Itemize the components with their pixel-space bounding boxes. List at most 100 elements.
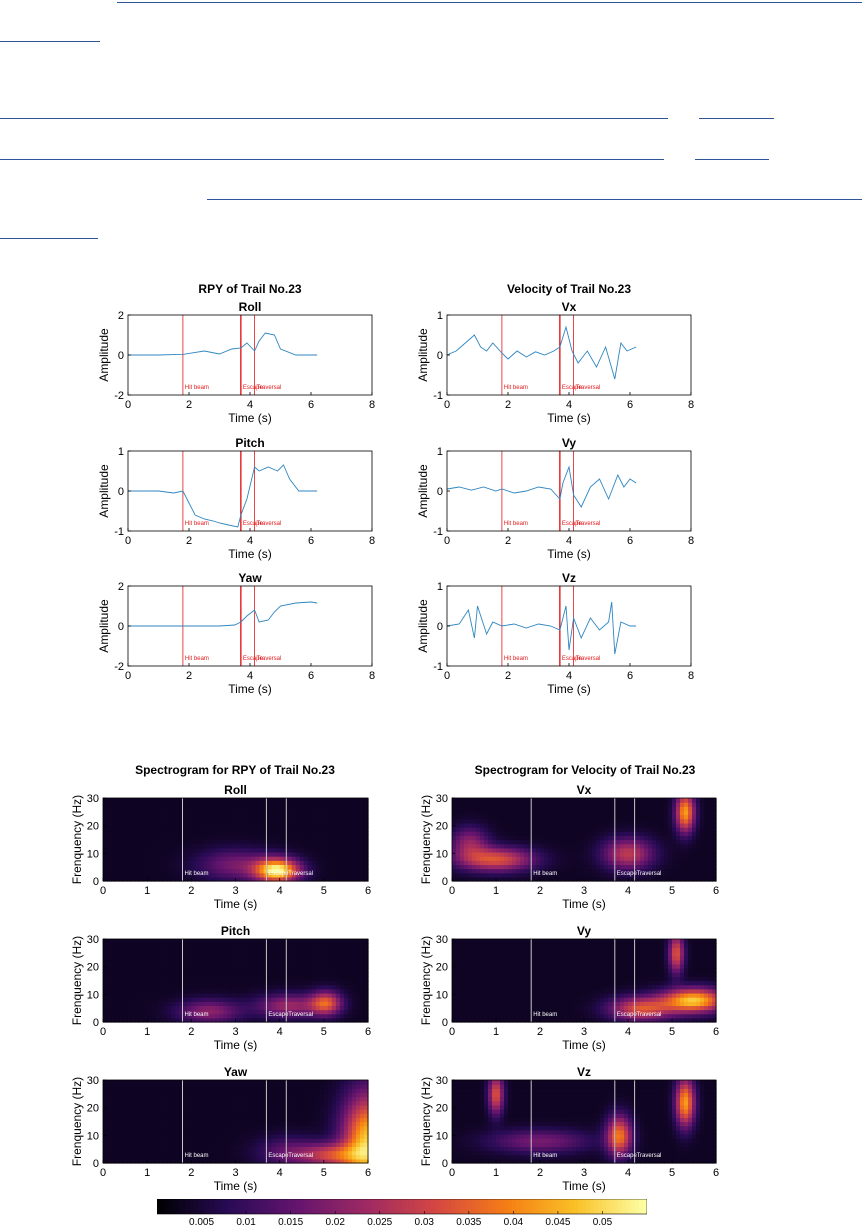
heat-cell <box>360 960 365 965</box>
heat-cell <box>187 943 192 948</box>
heat-cell <box>179 968 184 973</box>
heat-cell <box>676 835 681 840</box>
heat-cell <box>223 989 228 994</box>
heat-cell <box>348 877 353 882</box>
heat-cell <box>195 827 200 832</box>
heat-cell <box>496 815 501 820</box>
heat-cell <box>620 815 625 820</box>
heat-cell <box>115 1010 120 1015</box>
heat-cell <box>688 844 693 849</box>
heat-cell <box>111 985 116 990</box>
heat-cell <box>119 819 124 824</box>
heat-cell <box>456 860 461 865</box>
heat-cell <box>207 960 212 965</box>
heat-cell <box>648 815 653 820</box>
heat-cell <box>111 997 116 1002</box>
heat-cell <box>696 856 701 861</box>
heat-cell <box>248 985 253 990</box>
heat-cell <box>284 802 289 807</box>
heat-cell <box>272 943 277 948</box>
heat-cell <box>328 877 333 882</box>
heat-cell <box>552 989 557 994</box>
event-label: Escape <box>243 521 264 527</box>
heat-cell <box>532 844 537 849</box>
heat-cell <box>244 819 249 824</box>
heat-cell <box>564 947 569 952</box>
heat-cell <box>556 810 561 815</box>
heat-cell <box>191 1005 196 1010</box>
heat-cell <box>175 844 180 849</box>
heat-cell <box>147 972 152 977</box>
heat-cell <box>480 943 485 948</box>
heat-cell <box>143 815 148 820</box>
link-underline-1[interactable] <box>117 2 862 3</box>
heat-cell <box>512 860 517 865</box>
heat-cell <box>568 956 573 961</box>
heat-cell <box>179 960 184 965</box>
link-underline-3[interactable] <box>0 118 668 119</box>
heat-cell <box>620 835 625 840</box>
heat-cell <box>147 827 152 832</box>
heat-cell <box>476 993 481 998</box>
heat-cell <box>468 1005 473 1010</box>
heat-cell <box>179 1018 184 1023</box>
heat-cell <box>512 864 517 869</box>
heat-cell <box>119 856 124 861</box>
heat-cell <box>107 989 112 994</box>
heat-cell <box>480 964 485 969</box>
link-underline-2[interactable] <box>0 41 100 42</box>
heat-cell <box>692 877 697 882</box>
heat-cell <box>552 806 557 811</box>
heat-cell <box>452 1018 457 1023</box>
heat-cell <box>584 844 589 849</box>
heat-cell <box>512 806 517 811</box>
link-underline-4[interactable] <box>699 118 774 119</box>
heat-cell <box>276 972 281 977</box>
heat-cell <box>504 1010 509 1015</box>
link-underline-7[interactable] <box>207 199 862 200</box>
heat-cell <box>147 873 152 878</box>
heat-cell <box>276 968 281 973</box>
heat-cell <box>580 823 585 828</box>
heat-cell <box>572 835 577 840</box>
heat-cell <box>256 815 261 820</box>
heat-cell <box>692 806 697 811</box>
heat-cell <box>211 960 216 965</box>
heat-cell <box>231 835 236 840</box>
heat-cell <box>147 968 152 973</box>
heat-cell <box>700 869 705 874</box>
heat-cell <box>508 956 513 961</box>
event-label: Hit beam <box>185 871 209 877</box>
heat-cell <box>332 964 337 969</box>
heat-cell <box>580 960 585 965</box>
heat-cell <box>484 951 489 956</box>
heat-cell <box>139 1010 144 1015</box>
link-underline-6[interactable] <box>695 159 769 160</box>
heat-cell <box>340 1001 345 1006</box>
heat-cell <box>488 939 493 944</box>
heat-cell <box>139 815 144 820</box>
heat-cell <box>103 802 108 807</box>
heat-cell <box>312 823 317 828</box>
heat-cell <box>568 852 573 857</box>
heat-cell <box>143 976 148 981</box>
heat-cell <box>680 860 685 865</box>
heat-cell <box>584 997 589 1002</box>
heat-cell <box>652 860 657 865</box>
heat-cell <box>231 947 236 952</box>
heat-cell <box>111 810 116 815</box>
heat-cell <box>316 802 321 807</box>
heat-cell <box>528 960 533 965</box>
link-underline-8[interactable] <box>0 238 98 239</box>
heat-cell <box>704 877 709 882</box>
heat-cell <box>268 960 273 965</box>
x-tick-label: 0 <box>444 399 450 411</box>
heat-cell <box>284 976 289 981</box>
heat-cell <box>332 1005 337 1010</box>
heat-cell <box>143 873 148 878</box>
link-underline-5[interactable] <box>0 159 664 160</box>
heat-cell <box>211 968 216 973</box>
heat-cell <box>456 981 461 986</box>
heat-cell <box>195 873 200 878</box>
heat-cell <box>464 864 469 869</box>
